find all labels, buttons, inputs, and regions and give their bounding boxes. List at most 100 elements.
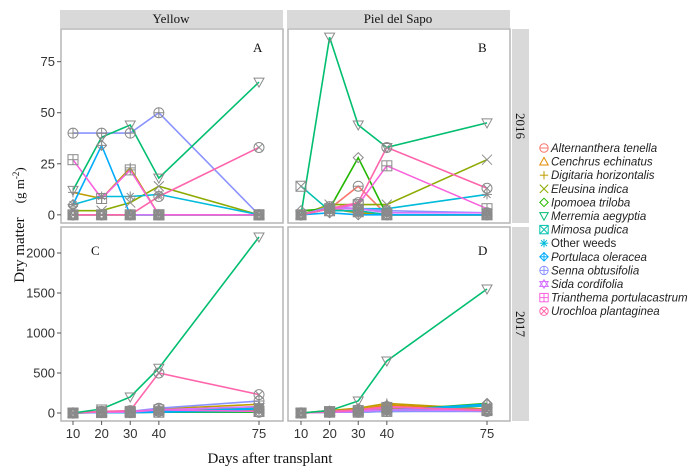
x-tick-label: 20 xyxy=(94,426,108,441)
x-tick-label: 30 xyxy=(123,426,137,441)
y-axis-title-text: Dry matter xyxy=(12,217,28,282)
strip-yellow xyxy=(60,10,283,28)
point-other-weeds xyxy=(482,189,492,200)
x-tick-label: 75 xyxy=(252,426,266,441)
point-merremia-aegyptia xyxy=(352,120,365,132)
legend-key-sida-cordifolia xyxy=(538,278,550,290)
legend-label: Digitaria horizontalis xyxy=(551,170,655,182)
legend-key-urochloa-plantaginea xyxy=(539,306,549,316)
point-merremia-aegyptia xyxy=(67,408,79,420)
x-tick-label: 40 xyxy=(152,426,166,441)
legend-label: Ipomoea triloba xyxy=(551,197,630,209)
point-trianthema-portulacastrum xyxy=(153,404,165,416)
point-other-weeds xyxy=(125,191,136,202)
strip-label-2016: 2016 xyxy=(513,113,528,140)
legend-key-cenchrus-echinatus xyxy=(538,156,550,166)
panel-letter: A xyxy=(253,40,263,55)
legend-key-ipomoea-triloba xyxy=(539,197,549,208)
point-senna-obtusifolia xyxy=(153,107,165,119)
point-sida-cordifolia xyxy=(95,208,108,221)
point-merremia-aegyptia xyxy=(124,120,137,132)
legend-item-merremia-aegyptia: Merremia aegyptia xyxy=(538,211,646,223)
legend-item-other-weeds: Other weeds xyxy=(539,238,616,250)
point-senna-obtusifolia xyxy=(67,127,79,139)
point-merremia-aegyptia xyxy=(124,392,137,404)
panel-frame xyxy=(287,226,511,422)
point-urochloa-plantaginea xyxy=(153,190,165,202)
legend-item-digitaria-horizontalis: Digitaria horizontalis xyxy=(539,170,655,182)
point-ipomoea-triloba xyxy=(352,151,364,164)
point-merremia-aegyptia xyxy=(253,232,265,244)
legend-key-merremia-aegyptia xyxy=(538,212,550,222)
point-merremia-aegyptia xyxy=(323,32,336,44)
point-urochloa-plantaginea xyxy=(67,209,79,221)
point-trianthema-portulacastrum xyxy=(253,405,265,417)
y-axis-unit-close: ) xyxy=(12,167,27,171)
point-trianthema-portulacastrum xyxy=(67,154,79,166)
panel-d: D 10 20 30 40 75 xyxy=(287,226,511,441)
y-tick-label: 25 xyxy=(41,156,55,171)
legend: Alternanthera tenella Cenchrus echinatusD… xyxy=(538,143,688,318)
series-line-merremia-aegyptia xyxy=(300,288,488,414)
legend-label: Cenchrus echinatus xyxy=(551,157,653,169)
point-merremia-aegyptia xyxy=(152,173,165,185)
legend-key-mimosa-pudica xyxy=(539,224,549,235)
y-tick-label: 500 xyxy=(33,366,55,381)
legend-label: Urochloa plantaginea xyxy=(551,306,660,318)
point-merremia-aegyptia xyxy=(481,284,493,296)
legend-label: Senna obtusifolia xyxy=(551,265,639,277)
point-urochloa-plantaginea xyxy=(96,209,108,221)
y-axis-unit-exponent: -2 xyxy=(11,172,21,180)
panel-frame xyxy=(60,226,284,422)
x-tick-label: 10 xyxy=(294,426,308,441)
x-axis-title: Days after transplant xyxy=(208,451,334,467)
y-tick-label: 75 xyxy=(41,54,55,69)
x-tick-label: 30 xyxy=(351,426,365,441)
point-urochloa-plantaginea xyxy=(352,197,364,209)
point-merremia-aegyptia xyxy=(323,406,336,417)
legend-label: Portulaca oleracea xyxy=(551,252,647,264)
point-trianthema-portulacastrum xyxy=(481,203,493,215)
legend-label: Alternanthera tenella xyxy=(550,143,657,155)
legend-key-digitaria-horizontalis xyxy=(539,171,549,180)
point-merremia-aegyptia xyxy=(380,356,393,368)
point-merremia-aegyptia xyxy=(295,408,307,420)
point-trianthema-portulacastrum xyxy=(124,164,136,176)
legend-label: Sida cordifolia xyxy=(551,279,623,291)
point-eleusina-indica xyxy=(481,154,493,166)
point-urochloa-plantaginea xyxy=(124,405,136,417)
panel-letter: C xyxy=(91,243,100,258)
legend-key-portulaca-oleracea xyxy=(539,251,549,262)
point-trianthema-portulacastrum xyxy=(153,209,165,221)
point-urochloa-plantaginea xyxy=(124,209,136,221)
point-mimosa-pudica xyxy=(295,180,307,192)
series-line-merremia-aegyptia xyxy=(72,236,260,414)
point-trianthema-portulacastrum xyxy=(381,160,393,172)
strip-label-2017: 2017 xyxy=(513,311,528,338)
panel-b: B xyxy=(287,28,511,224)
x-tick-label: 20 xyxy=(322,426,336,441)
legend-item-senna-obtusifolia: Senna obtusifolia xyxy=(539,265,639,277)
x-tick-label: 10 xyxy=(66,426,80,441)
point-eleusina-indica xyxy=(153,180,165,192)
legend-item-sida-cordifolia: Sida cordifolia xyxy=(538,278,623,291)
panel-letter: D xyxy=(478,243,487,258)
legend-label: Trianthema portulacastrum xyxy=(551,293,688,305)
legend-item-eleusina-indica: Eleusina indica xyxy=(539,184,628,196)
point-urochloa-plantaginea xyxy=(481,405,493,417)
y-tick-label: 1500 xyxy=(26,286,55,301)
y-axis-title: Dry matter (g m-2) xyxy=(11,167,28,282)
x-tick-label: 75 xyxy=(480,426,494,441)
point-merremia-aegyptia xyxy=(380,142,393,154)
legend-key-eleusina-indica xyxy=(539,184,549,194)
point-merremia-aegyptia xyxy=(152,363,165,375)
point-alternanthera-tenella xyxy=(352,180,364,192)
point-urochloa-plantaginea xyxy=(253,141,265,153)
point-sida-cordifolia xyxy=(67,208,79,221)
point-merremia-aegyptia xyxy=(67,185,79,197)
strip-2016 xyxy=(512,29,529,223)
legend-key-other-weeds xyxy=(539,239,549,248)
point-urochloa-plantaginea xyxy=(324,203,336,215)
legend-label: Mimosa pudica xyxy=(551,225,628,237)
